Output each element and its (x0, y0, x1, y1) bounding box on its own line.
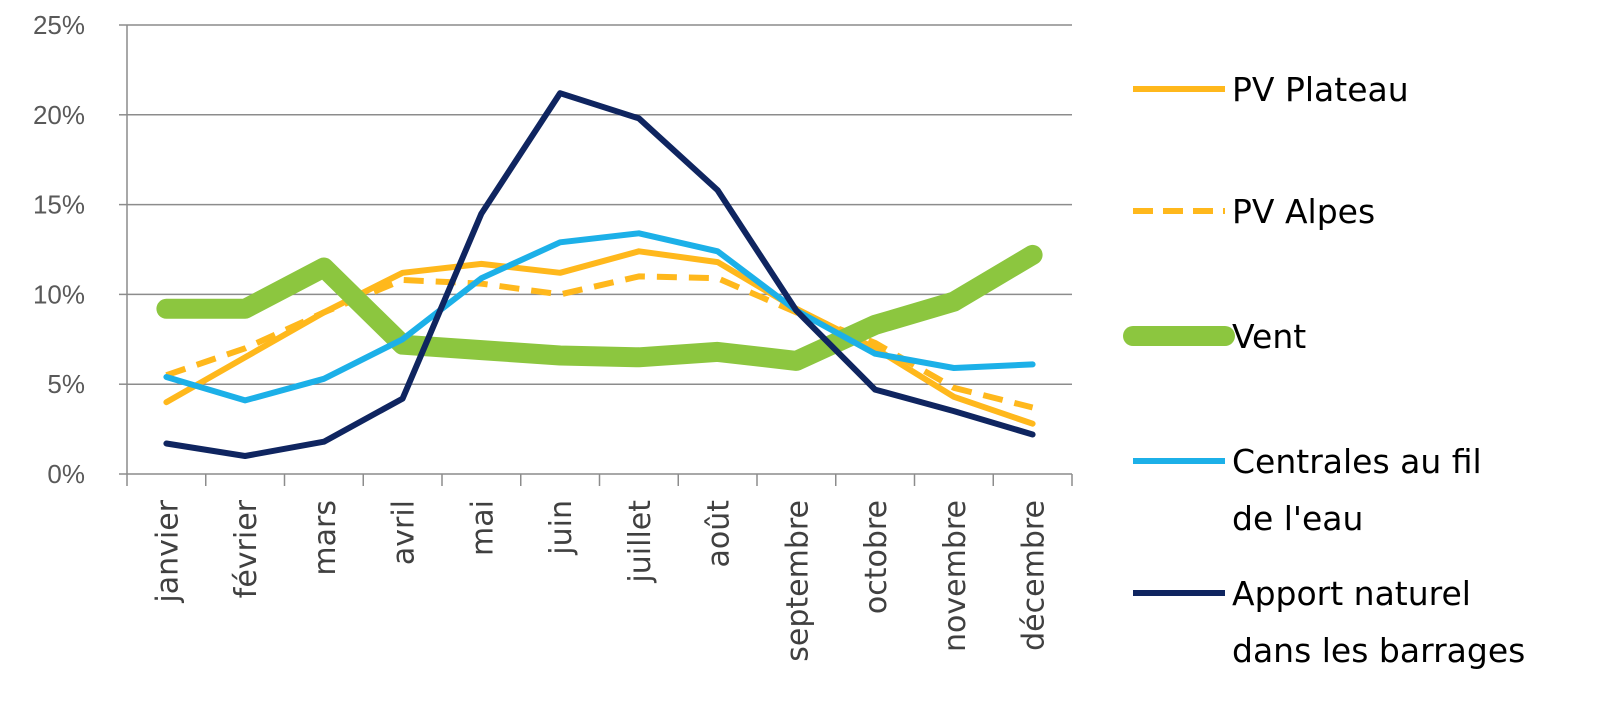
y-tick-label: 5% (47, 369, 85, 399)
y-tick-label: 25% (33, 10, 85, 40)
series-lines (156, 90, 1043, 459)
x-tick-label: septembre (780, 500, 815, 662)
series-line-2 (165, 273, 1034, 411)
grid-lines (127, 24, 1072, 385)
x-tick-label: mai (465, 500, 500, 556)
x-tick-label: novembre (938, 500, 973, 652)
y-tick-label: 15% (33, 190, 85, 220)
series-line-4 (163, 230, 1036, 404)
legend-label-1: PV Plateau (1232, 70, 1409, 109)
x-tick-label: juillet (623, 500, 658, 584)
legend: PV Plateau PV Alpes Vent Centrales au fil de… (1123, 70, 1525, 670)
x-tick-label: décembre (1017, 500, 1052, 651)
x-tick-label: octobre (859, 500, 894, 614)
series-line-3 (156, 244, 1043, 371)
y-tick-label: 10% (33, 279, 85, 309)
y-tick-label: 20% (33, 100, 85, 130)
legend-label-4: Centrales au fil de l'eau (1232, 442, 1482, 538)
legend-label-2: PV Alpes (1232, 192, 1375, 231)
legend-label-5: Apport naturel dans les barrages (1232, 574, 1525, 670)
y-axis-tick-labels: 0% 5% 10% 15% 20% 25% (33, 10, 85, 489)
x-tick-label: mars (308, 500, 343, 576)
axes (119, 24, 1073, 486)
y-tick-label: 0% (47, 459, 85, 489)
legend-label-3: Vent (1232, 317, 1306, 356)
x-tick-label: juin (544, 500, 579, 556)
x-tick-label: février (229, 499, 264, 598)
series-line-5 (163, 90, 1036, 459)
x-axis-tick-labels: janvier février mars avril mai juin juillet aoû… (150, 499, 1051, 661)
x-tick-label: janvier (150, 499, 185, 603)
x-tick-label: avril (387, 500, 422, 565)
x-tick-label: août (702, 500, 737, 568)
